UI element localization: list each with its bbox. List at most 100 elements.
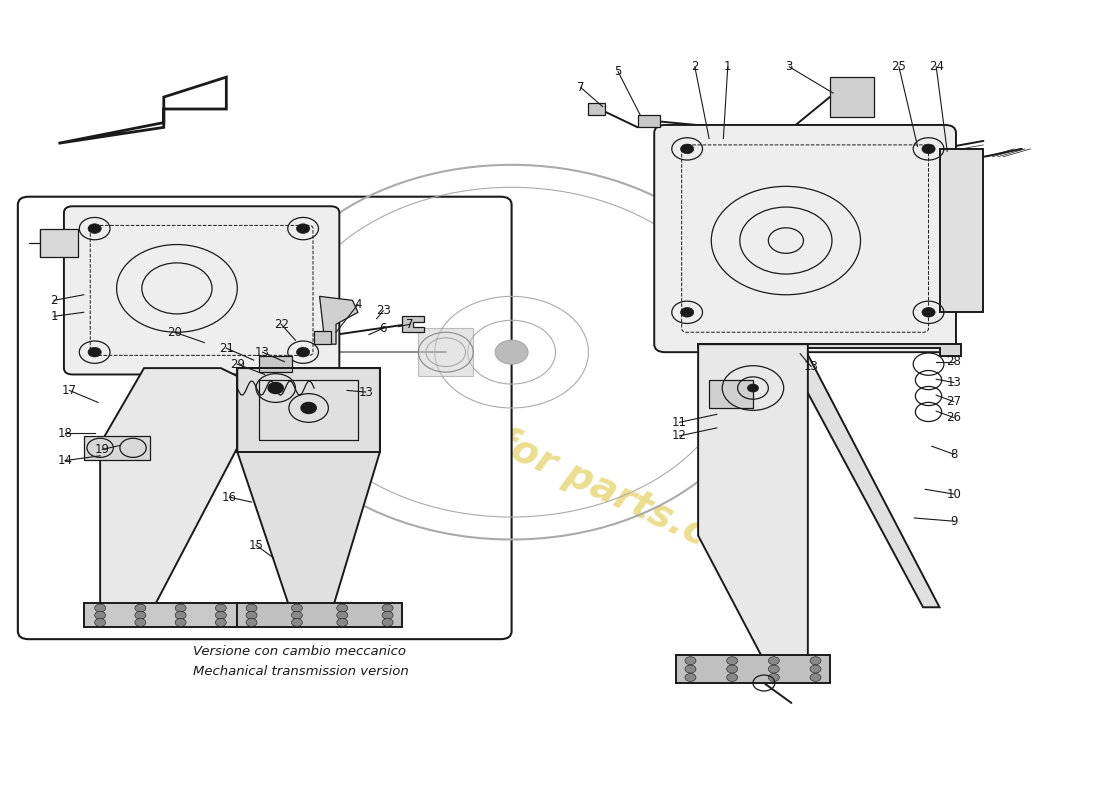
Circle shape bbox=[685, 674, 696, 682]
Circle shape bbox=[810, 657, 821, 665]
Text: 6: 6 bbox=[379, 322, 387, 334]
Circle shape bbox=[292, 618, 302, 626]
Circle shape bbox=[768, 657, 779, 665]
Polygon shape bbox=[676, 655, 829, 683]
FancyBboxPatch shape bbox=[18, 197, 512, 639]
Circle shape bbox=[135, 604, 146, 612]
Circle shape bbox=[922, 144, 935, 154]
Text: 17: 17 bbox=[62, 384, 77, 397]
Text: 13: 13 bbox=[946, 376, 961, 389]
Polygon shape bbox=[785, 344, 939, 607]
Circle shape bbox=[727, 665, 738, 673]
Text: 12: 12 bbox=[672, 430, 688, 442]
Circle shape bbox=[297, 347, 310, 357]
Circle shape bbox=[810, 674, 821, 682]
Text: 15: 15 bbox=[249, 538, 263, 551]
Polygon shape bbox=[238, 368, 380, 615]
Text: 1: 1 bbox=[51, 310, 58, 322]
Text: 16: 16 bbox=[222, 490, 238, 504]
Circle shape bbox=[337, 604, 348, 612]
Polygon shape bbox=[710, 380, 754, 408]
Text: 1: 1 bbox=[724, 60, 732, 74]
Polygon shape bbox=[698, 344, 961, 356]
Circle shape bbox=[135, 611, 146, 619]
Text: 5: 5 bbox=[614, 65, 622, 78]
Circle shape bbox=[337, 618, 348, 626]
Circle shape bbox=[175, 604, 186, 612]
Text: 26: 26 bbox=[946, 411, 961, 424]
Text: 18: 18 bbox=[57, 427, 73, 440]
Circle shape bbox=[292, 611, 302, 619]
Polygon shape bbox=[320, 296, 358, 344]
Polygon shape bbox=[238, 603, 402, 627]
Polygon shape bbox=[238, 368, 380, 452]
Circle shape bbox=[685, 665, 696, 673]
Circle shape bbox=[685, 657, 696, 665]
Circle shape bbox=[681, 144, 694, 154]
Text: passion for parts.com: passion for parts.com bbox=[326, 346, 774, 582]
Circle shape bbox=[216, 611, 227, 619]
Text: 2: 2 bbox=[51, 294, 58, 307]
Polygon shape bbox=[418, 328, 473, 376]
Polygon shape bbox=[588, 103, 605, 114]
Text: 21: 21 bbox=[219, 342, 234, 354]
Text: 13: 13 bbox=[359, 386, 373, 398]
Circle shape bbox=[382, 618, 393, 626]
Circle shape bbox=[727, 674, 738, 682]
Circle shape bbox=[922, 307, 935, 317]
Text: Mechanical transmission version: Mechanical transmission version bbox=[194, 665, 409, 678]
Circle shape bbox=[95, 604, 106, 612]
Text: 8: 8 bbox=[950, 448, 957, 461]
FancyBboxPatch shape bbox=[654, 125, 956, 352]
Polygon shape bbox=[84, 603, 238, 627]
Circle shape bbox=[88, 224, 101, 234]
Polygon shape bbox=[84, 436, 150, 460]
Circle shape bbox=[246, 611, 257, 619]
Circle shape bbox=[768, 674, 779, 682]
Polygon shape bbox=[40, 229, 78, 257]
Polygon shape bbox=[260, 356, 293, 372]
Polygon shape bbox=[100, 368, 238, 615]
Text: 23: 23 bbox=[376, 304, 390, 318]
Circle shape bbox=[292, 604, 302, 612]
Circle shape bbox=[135, 618, 146, 626]
Text: 10: 10 bbox=[946, 487, 961, 501]
Text: 11: 11 bbox=[672, 416, 688, 429]
Polygon shape bbox=[315, 330, 331, 344]
Circle shape bbox=[246, 604, 257, 612]
Circle shape bbox=[495, 340, 528, 364]
Polygon shape bbox=[58, 77, 227, 143]
Circle shape bbox=[681, 307, 694, 317]
Text: 20: 20 bbox=[167, 326, 183, 338]
Circle shape bbox=[768, 665, 779, 673]
Text: 22: 22 bbox=[274, 318, 288, 330]
Circle shape bbox=[382, 604, 393, 612]
Text: 27: 27 bbox=[946, 395, 961, 408]
Circle shape bbox=[216, 618, 227, 626]
Circle shape bbox=[88, 347, 101, 357]
Circle shape bbox=[337, 611, 348, 619]
Text: 3: 3 bbox=[785, 60, 793, 74]
Text: 2: 2 bbox=[691, 60, 698, 74]
Circle shape bbox=[95, 618, 106, 626]
Text: 24: 24 bbox=[928, 60, 944, 74]
Polygon shape bbox=[698, 344, 807, 671]
Circle shape bbox=[246, 618, 257, 626]
Text: 28: 28 bbox=[946, 355, 961, 368]
FancyBboxPatch shape bbox=[64, 206, 339, 374]
Text: 14: 14 bbox=[57, 454, 73, 467]
Circle shape bbox=[301, 402, 317, 414]
Circle shape bbox=[95, 611, 106, 619]
Polygon shape bbox=[939, 149, 983, 312]
Text: 29: 29 bbox=[230, 358, 245, 370]
Text: 13: 13 bbox=[804, 360, 818, 373]
Polygon shape bbox=[402, 316, 424, 332]
Text: Versione con cambio meccanico: Versione con cambio meccanico bbox=[194, 645, 406, 658]
Circle shape bbox=[748, 384, 759, 392]
Text: 19: 19 bbox=[95, 443, 110, 456]
Text: 25: 25 bbox=[891, 60, 906, 74]
Circle shape bbox=[268, 382, 284, 394]
Text: 9: 9 bbox=[950, 514, 957, 528]
Circle shape bbox=[175, 618, 186, 626]
Circle shape bbox=[810, 665, 821, 673]
